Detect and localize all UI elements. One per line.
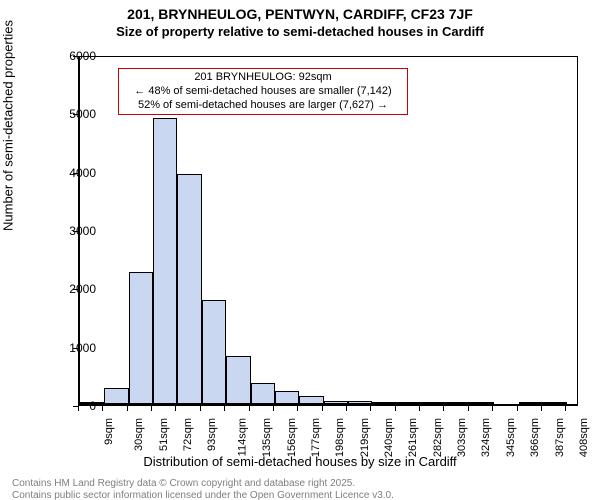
y-tick-mark [73,348,78,349]
x-tick-mark [78,406,79,411]
histogram-bar [153,118,177,404]
y-axis-label: Number of semi-detached properties [1,20,16,231]
annotation-line: 201 BRYNHEULOG: 92sqm [123,71,403,85]
y-tick-mark [73,173,78,174]
y-tick-label: 4000 [36,166,96,180]
x-tick-label: 135sqm [261,418,273,457]
x-tick-label: 30sqm [133,418,145,451]
x-tick-label: 324sqm [481,418,493,457]
histogram-bar [519,402,543,404]
x-tick-mark [346,406,347,411]
x-tick-mark [102,406,103,411]
x-tick-mark [224,406,225,411]
x-tick-label: 198sqm [334,418,346,457]
histogram-bar [421,402,445,404]
x-tick-label: 177sqm [310,418,322,457]
histogram-bar [226,356,250,404]
x-tick-mark [297,406,298,411]
histogram-bar [348,401,372,404]
histogram-bar [104,388,128,404]
x-tick-label: 282sqm [432,418,444,457]
histogram-bar [129,272,153,404]
y-tick-mark [73,231,78,232]
x-tick-mark [395,406,396,411]
x-tick-label: 387sqm [554,418,566,457]
histogram-bar [299,396,323,404]
x-tick-mark [517,406,518,411]
y-tick-mark [73,114,78,115]
x-tick-label: 72sqm [182,418,194,451]
y-tick-label: 6000 [36,49,96,63]
x-tick-label: 9sqm [103,418,115,445]
x-tick-mark [200,406,201,411]
x-tick-label: 51sqm [158,418,170,451]
x-tick-mark [370,406,371,411]
y-tick-label: 3000 [36,224,96,238]
histogram-bar [177,174,201,404]
y-tick-mark [73,56,78,57]
footer-line-2: Contains public sector information licen… [12,490,394,500]
x-tick-label: 114sqm [236,418,248,456]
y-tick-label: 2000 [36,282,96,296]
footer-attribution: Contains HM Land Registry data © Crown c… [12,478,394,500]
x-tick-mark [322,406,323,411]
chart-subtitle: Size of property relative to semi-detach… [0,24,600,39]
x-tick-mark [175,406,176,411]
x-axis-label: Distribution of semi-detached houses by … [0,454,600,469]
y-tick-mark [73,289,78,290]
histogram-bar [202,300,226,404]
histogram-bar [543,402,567,404]
y-tick-label: 5000 [36,107,96,121]
property-size-chart: 201, BRYNHEULOG, PENTWYN, CARDIFF, CF23 … [0,6,600,500]
x-tick-mark [273,406,274,411]
x-tick-label: 366sqm [529,418,541,457]
histogram-bar [470,402,494,404]
x-tick-label: 303sqm [456,418,468,457]
x-tick-label: 345sqm [505,418,517,457]
x-tick-mark [492,406,493,411]
histogram-bar [372,402,396,404]
histogram-bar [251,383,275,404]
histogram-bar [397,402,421,404]
x-tick-mark [541,406,542,411]
x-tick-label: 408sqm [578,418,590,457]
x-tick-label: 261sqm [407,418,419,457]
histogram-bar [275,391,299,404]
annotation-line: ← 48% of semi-detached houses are smalle… [123,85,403,99]
x-tick-mark [419,406,420,411]
x-tick-mark [565,406,566,411]
x-tick-label: 93sqm [206,418,218,451]
footer-line-1: Contains HM Land Registry data © Crown c… [12,478,394,490]
x-tick-label: 156sqm [286,418,298,457]
y-tick-label: 1000 [36,341,96,355]
x-tick-mark [468,406,469,411]
x-tick-mark [151,406,152,411]
chart-title: 201, BRYNHEULOG, PENTWYN, CARDIFF, CF23 … [0,6,600,22]
x-tick-label: 219sqm [359,418,371,457]
x-tick-mark [443,406,444,411]
annotation-box: 201 BRYNHEULOG: 92sqm← 48% of semi-detac… [118,68,408,115]
x-tick-mark [127,406,128,411]
annotation-line: 52% of semi-detached houses are larger (… [123,99,403,113]
histogram-bar [445,402,469,404]
y-tick-label: 0 [36,399,96,413]
x-tick-mark [249,406,250,411]
histogram-bar [324,401,348,405]
x-tick-label: 240sqm [383,418,395,457]
